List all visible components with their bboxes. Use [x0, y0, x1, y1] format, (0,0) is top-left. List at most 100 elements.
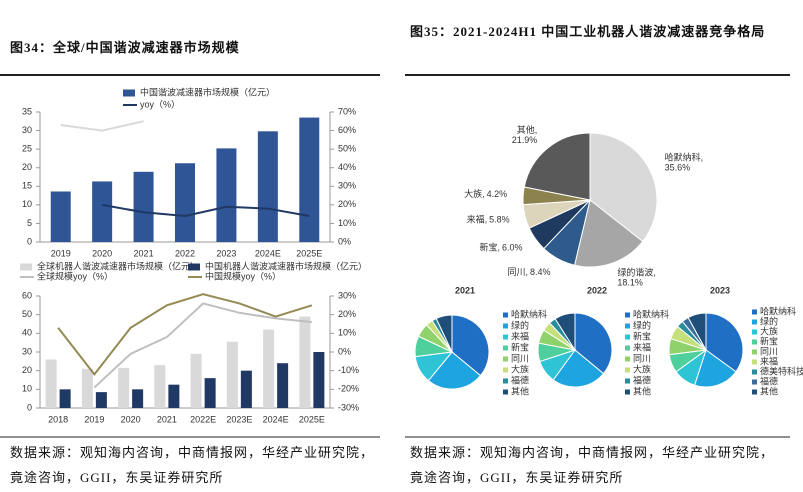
x-tick-label: 2025E: [299, 414, 325, 424]
bar: [92, 181, 113, 242]
legend-label: 同川: [760, 346, 778, 356]
pie-slice: [693, 349, 737, 388]
label-name: 其他,: [517, 124, 538, 135]
x-tick-label: 2024E: [263, 414, 289, 424]
bar: [133, 171, 154, 242]
line-series: [101, 203, 310, 218]
bar: [45, 359, 57, 408]
pie-slice: [435, 314, 453, 353]
pie-slice: [687, 312, 707, 351]
legend-label: 大族: [760, 325, 778, 336]
x-tick-label: 2023: [216, 248, 236, 258]
label-name: 同川,: [507, 267, 528, 277]
legend-swatch: [752, 349, 757, 355]
label-name: 哈默纳科,: [665, 152, 704, 163]
legend-swatch: [752, 309, 757, 315]
legend-label: 德美特科技: [760, 365, 803, 376]
y-tick-label: 40: [22, 328, 32, 338]
y2-tick-label: 60%: [338, 125, 356, 135]
pie-slice: [554, 312, 576, 352]
legend-label: 中国规模yoy（%）: [205, 270, 281, 281]
x-tick-label: 2022E: [190, 414, 216, 424]
y-tick-label: 10: [22, 384, 32, 394]
bar: [313, 352, 325, 408]
legend-label: 哈默纳科: [633, 308, 669, 319]
bar: [118, 367, 130, 408]
legend-swatch: [752, 339, 757, 345]
bar: [132, 389, 144, 408]
y-tick-label: 30: [22, 346, 32, 356]
data-label: 新宝, 6.0%: [480, 242, 523, 253]
source-note: 数据来源：观知海内咨询，中商情报网，华经产业研究院，竟途咨询，GGII，东吴证券…: [10, 445, 375, 485]
legend-label: 哈默纳科: [760, 305, 796, 316]
data-label: 大族, 4.2%: [464, 188, 507, 199]
legend-swatch: [503, 356, 508, 362]
legend-label: 全球规模yoy（%）: [37, 270, 113, 281]
legend-swatch: [625, 389, 630, 395]
bar: [216, 148, 237, 242]
legend-swatch: [625, 367, 630, 373]
bar: [226, 341, 238, 408]
bar: [95, 392, 107, 408]
y-tick-label: 5: [27, 218, 32, 228]
legend-label: 福德: [633, 374, 651, 385]
bar: [168, 384, 180, 408]
bar: [263, 329, 275, 408]
legend-swatch: [752, 379, 757, 385]
line-series: [57, 293, 313, 377]
data-label: 同川, 8.4%: [507, 267, 550, 277]
y-tick-label: 60: [22, 290, 32, 300]
legend-swatch: [503, 378, 508, 384]
line-series: [93, 302, 312, 389]
legend-label: 绿的: [633, 319, 651, 330]
source-note: 数据来源：观知海内咨询，中商情报网，华经产业研究院，竟途咨询，GGII，东吴证券…: [410, 445, 775, 485]
x-tick-label: 2021: [134, 248, 154, 258]
legend-label: 大族: [633, 363, 651, 374]
label-value: 35.6%: [665, 163, 691, 173]
data-label: 绿的谐波, 18.1%: [617, 267, 656, 288]
x-tick-label: 2020: [121, 414, 141, 424]
legend-swatch: [123, 89, 135, 97]
y-tick-label: 20: [22, 365, 32, 375]
label-name: 大族,: [464, 188, 485, 199]
legend-swatch: [503, 334, 508, 340]
pie-slice: [523, 132, 591, 201]
y-tick-label: 15: [22, 181, 32, 191]
y-tick-label: 0: [27, 236, 32, 246]
y2-tick-label: 70%: [338, 106, 356, 116]
x-tick-label: 2019: [84, 414, 104, 424]
legend-label: 其他: [633, 385, 651, 396]
pie-slice: [552, 349, 605, 388]
data-label: 来福, 5.8%: [467, 214, 510, 225]
y2-tick-label: -10%: [338, 365, 359, 375]
label-value: 21.9%: [512, 135, 538, 145]
legend-swatch: [625, 323, 630, 329]
legend-swatch: [752, 369, 757, 375]
legend-swatch: [625, 334, 630, 340]
x-tick-label: 2024E: [255, 248, 281, 258]
legend-label: 来福: [511, 330, 529, 341]
bar: [81, 368, 93, 408]
y-tick-label: 30: [22, 125, 32, 135]
legend-label: 同川: [633, 353, 651, 363]
legend-label: 来福: [760, 355, 778, 366]
legend-label: 中国机器人谐波减速器市场规模（亿元）: [205, 260, 367, 271]
legend-label: 大族: [511, 363, 529, 374]
legend-label: yoy（%）: [140, 99, 180, 109]
bar: [59, 389, 71, 408]
label-name: 来福,: [467, 214, 488, 225]
legend-swatch: [188, 263, 200, 271]
legend-label: 绿的: [511, 319, 529, 330]
x-tick-label: 2018: [48, 414, 68, 424]
panel-title: 图35：2021-2024H1 中国工业机器人谐波减速器竞争格局: [410, 24, 766, 39]
bar: [299, 316, 311, 408]
x-tick-label: 2023E: [226, 414, 252, 424]
label-value: 6.0%: [502, 243, 523, 253]
legend-swatch: [20, 263, 32, 271]
bar: [175, 163, 195, 242]
pie-title: 2022: [587, 285, 607, 295]
legend-label: 来福: [633, 341, 651, 352]
y2-tick-label: 0%: [338, 346, 351, 356]
